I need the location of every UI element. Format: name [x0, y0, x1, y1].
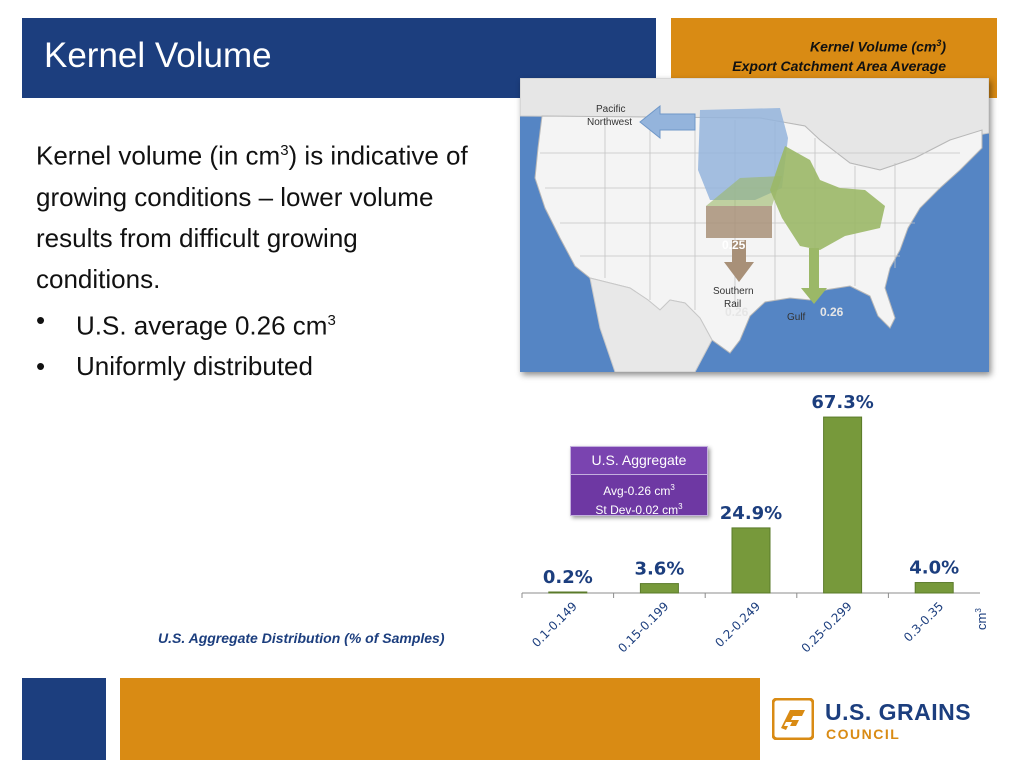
category-tick-label: 0.15-0.199 [615, 599, 671, 655]
body-text: Kernel volume (in cm3) is indicative of … [36, 130, 476, 387]
unit-label-main: cm [974, 613, 989, 630]
southern-rail-value: 0.25 [722, 238, 746, 252]
data-label: 24.9% [720, 503, 782, 524]
us-map-graphic: Pacific Northwest Southern Rail Gulf 0.2… [519, 77, 990, 373]
map-caption-subtitle: Export Catchment Area Average [732, 57, 946, 74]
intro-text-rest: ) is indicative of growing conditions – … [36, 140, 468, 294]
slide-title: Kernel Volume [44, 36, 272, 75]
footer-orange-block [120, 678, 760, 760]
bullet-text: U.S. average 0.26 cm [76, 310, 328, 341]
bullet-item: • Uniformly distributed [36, 346, 476, 387]
bullet-sup: 3 [327, 311, 336, 329]
southern-rail-zone [706, 206, 772, 238]
aggregate-avg-text: Avg-0.26 cm [603, 484, 671, 498]
category-tick-label: 0.1-0.149 [529, 599, 580, 650]
southern-rail-label-1: Southern [713, 286, 754, 297]
gulf-label: Gulf [787, 312, 806, 323]
bar [731, 527, 771, 594]
data-label: 0.2% [543, 567, 593, 588]
map-caption: Kernel Volume (cm3) Export Catchment Are… [676, 34, 946, 76]
map-caption-main: Kernel Volume (cm [810, 38, 937, 55]
data-label: 67.3% [811, 392, 873, 413]
data-label: 3.6% [634, 559, 684, 580]
logo-text-primary: U.S. GRAINS [825, 699, 972, 725]
intro-paragraph: Kernel volume (in cm3) is indicative of … [36, 130, 476, 300]
southern-rail-label-2: Rail [724, 299, 741, 310]
bar [823, 416, 863, 594]
aggregate-sd-text: St Dev-0.02 cm [595, 503, 679, 517]
intro-text: Kernel volume (in cm [36, 140, 281, 171]
distribution-chart: 0.2% 3.6% 24.9% 67.3% 4.0% 0.1-0.149 0.15-0.1… [521, 392, 989, 655]
tick-labels-group: 0.1-0.149 0.15-0.199 0.2-0.249 0.25-0.299 0.… [529, 599, 946, 655]
aggregate-sd-sup: 3 [678, 502, 683, 511]
category-tick-label: 0.3-0.35 [901, 599, 946, 644]
catchment-map: Pacific Northwest Southern Rail Gulf 0.2… [519, 77, 990, 373]
southern-rail-value-lower: 0.26 [725, 305, 749, 319]
aggregate-box: U.S. Aggregate Avg-0.26 cm3 St Dev-0.02 … [570, 446, 708, 518]
mexico-land [589, 277, 713, 373]
pnw-arrow-icon [639, 104, 696, 140]
aggregate-avg: Avg-0.26 cm3 [571, 480, 707, 499]
unit-label: cm3 [974, 608, 989, 630]
bar [548, 591, 588, 594]
category-tick-label: 0.2-0.249 [712, 599, 763, 650]
bullet-dot: • [36, 351, 46, 382]
bullet-text: Uniformly distributed [76, 351, 313, 382]
unit-label-sup: 3 [974, 608, 983, 613]
aggregate-title: U.S. Aggregate [571, 447, 707, 475]
bar [914, 582, 954, 594]
rail-arrow-icon [724, 240, 754, 282]
gulf-arrow-icon [801, 248, 827, 304]
map-caption-sup: 3 [936, 38, 942, 48]
bars-group [548, 416, 954, 594]
intro-sup: 3 [280, 142, 289, 159]
grains-council-logo-icon [772, 698, 814, 740]
category-tick-label: 0.25-0.299 [799, 599, 855, 655]
pnw-label-2: Northwest [587, 117, 632, 128]
map-caption-end: ) [941, 38, 946, 55]
bullet-dot: • [36, 304, 46, 335]
gulf-zone [770, 146, 885, 250]
logo-text-secondary: COUNCIL [826, 726, 901, 742]
bullet-item: • U.S. average 0.26 cm3 [36, 300, 476, 347]
aggregate-sd: St Dev-0.02 cm3 [571, 499, 707, 518]
data-label: 4.0% [909, 558, 959, 579]
footer-blue-block [22, 678, 106, 760]
gulf-value: 0.26 [820, 305, 844, 319]
overlap-zone [706, 176, 782, 206]
chart-caption: U.S. Aggregate Distribution (% of Sample… [158, 630, 445, 646]
bar [639, 583, 679, 594]
aggregate-avg-sup: 3 [670, 483, 675, 492]
pnw-label-1: Pacific [596, 104, 625, 115]
data-labels-group: 0.2% 3.6% 24.9% 67.3% 4.0% [543, 392, 959, 588]
